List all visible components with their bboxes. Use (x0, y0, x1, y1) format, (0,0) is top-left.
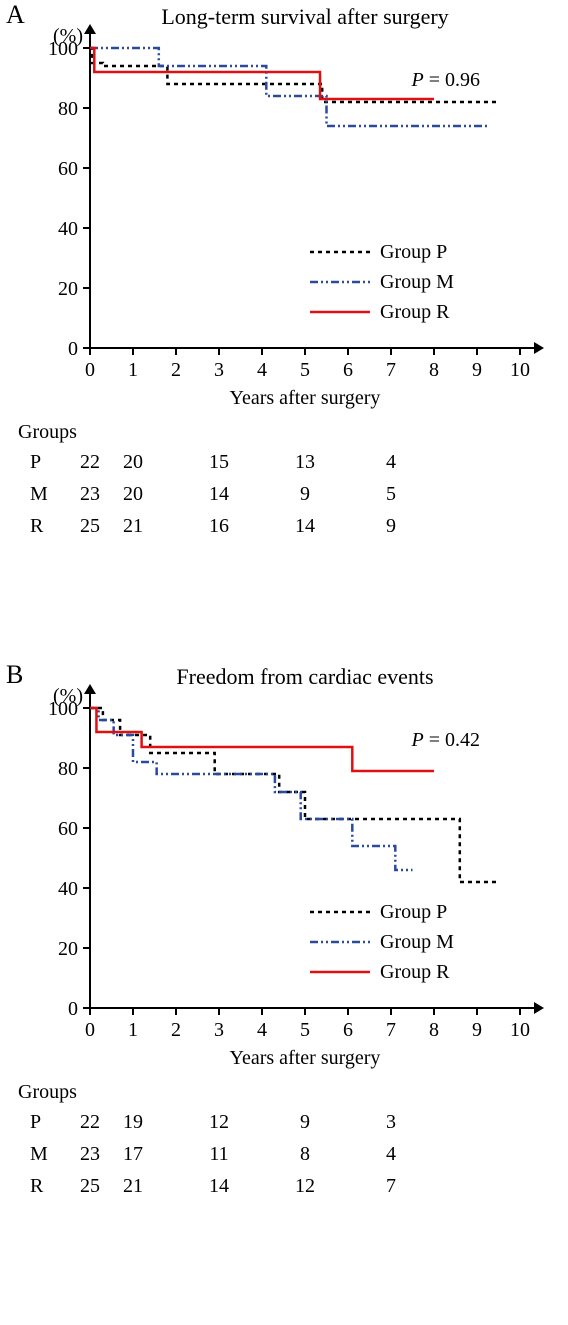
y-tick-label: 80 (58, 98, 78, 120)
risk-row-label: M (30, 1143, 48, 1165)
x-tick-label: 10 (510, 1019, 530, 1041)
x-tick-label: 3 (214, 1019, 224, 1041)
risk-value: 17 (123, 1143, 143, 1165)
x-tick-label: 1 (128, 1019, 138, 1041)
panel-letter-a: A (6, 0, 25, 30)
risk-value: 3 (386, 1111, 396, 1133)
risk-value: 25 (80, 515, 100, 537)
risk-value: 19 (123, 1111, 143, 1133)
legend-label-p: Group P (380, 901, 447, 923)
risk-value: 9 (386, 515, 396, 537)
x-axis-arrow (534, 342, 544, 354)
x-tick-label: 10 (510, 359, 530, 381)
x-tick-label: 9 (472, 1019, 482, 1041)
risk-value: 14 (209, 1175, 229, 1197)
risk-value: 13 (295, 451, 315, 473)
y-tick-label: 0 (68, 998, 78, 1020)
legend-label-r: Group R (380, 961, 450, 983)
risk-row-label: R (30, 1175, 44, 1197)
risk-table-header: Groups (18, 1081, 77, 1103)
y-tick-label: 60 (58, 818, 78, 840)
risk-value: 22 (80, 1111, 100, 1133)
x-tick-label: 0 (85, 359, 95, 381)
risk-value: 9 (300, 483, 310, 505)
x-tick-label: 5 (300, 359, 310, 381)
x-tick-label: 7 (386, 1019, 396, 1041)
risk-value: 4 (386, 451, 396, 473)
x-tick-label: 9 (472, 359, 482, 381)
y-axis-arrow (84, 684, 96, 694)
risk-value: 9 (300, 1111, 310, 1133)
y-axis-arrow (84, 24, 96, 34)
x-tick-label: 7 (386, 359, 396, 381)
risk-value: 16 (209, 515, 229, 537)
risk-value: 22 (80, 451, 100, 473)
panel-a: A Long-term survival after surgery(%)020… (0, 0, 568, 660)
x-tick-label: 2 (171, 359, 181, 381)
y-tick-label: 40 (58, 218, 78, 240)
y-tick-label: 0 (68, 338, 78, 360)
risk-value: 21 (123, 1175, 143, 1197)
chart-title: Freedom from cardiac events (176, 664, 433, 689)
x-tick-label: 6 (343, 359, 353, 381)
p-value: P = 0.96 (411, 69, 481, 91)
y-tick-label: 20 (58, 938, 78, 960)
legend-label-p: Group P (380, 241, 447, 263)
risk-value: 15 (209, 451, 229, 473)
x-axis-label: Years after surgery (230, 387, 381, 409)
legend-label-m: Group M (380, 931, 454, 953)
y-tick-label: 20 (58, 278, 78, 300)
risk-value: 8 (300, 1143, 310, 1165)
risk-row-label: R (30, 515, 44, 537)
risk-value: 4 (386, 1143, 396, 1165)
x-tick-label: 0 (85, 1019, 95, 1041)
risk-value: 11 (209, 1143, 228, 1165)
risk-row-label: M (30, 483, 48, 505)
risk-value: 20 (123, 483, 143, 505)
chart-a: Long-term survival after surgery(%)02040… (0, 0, 568, 660)
x-tick-label: 4 (257, 1019, 267, 1041)
panel-b: B Freedom from cardiac events(%)02040608… (0, 660, 568, 1320)
chart-b: Freedom from cardiac events(%)0204060801… (0, 660, 568, 1320)
risk-value: 23 (80, 483, 100, 505)
y-tick-label: 60 (58, 158, 78, 180)
y-tick-label: 40 (58, 878, 78, 900)
y-tick-label: 100 (48, 698, 78, 720)
risk-value: 20 (123, 451, 143, 473)
x-tick-label: 6 (343, 1019, 353, 1041)
x-axis-label: Years after surgery (230, 1047, 381, 1069)
risk-table-header: Groups (18, 421, 77, 443)
x-tick-label: 2 (171, 1019, 181, 1041)
risk-value: 12 (209, 1111, 229, 1133)
legend-label-r: Group R (380, 301, 450, 323)
x-tick-label: 3 (214, 359, 224, 381)
p-value: P = 0.42 (411, 729, 481, 751)
risk-value: 12 (295, 1175, 315, 1197)
risk-value: 14 (209, 483, 229, 505)
x-tick-label: 5 (300, 1019, 310, 1041)
risk-value: 23 (80, 1143, 100, 1165)
x-tick-label: 4 (257, 359, 267, 381)
risk-value: 5 (386, 483, 396, 505)
risk-row-label: P (30, 1111, 41, 1133)
risk-value: 14 (295, 515, 315, 537)
panel-letter-b: B (6, 660, 23, 690)
y-tick-label: 80 (58, 758, 78, 780)
y-tick-label: 100 (48, 38, 78, 60)
chart-title: Long-term survival after surgery (161, 4, 448, 29)
risk-row-label: P (30, 451, 41, 473)
x-axis-arrow (534, 1002, 544, 1014)
risk-value: 25 (80, 1175, 100, 1197)
legend-label-m: Group M (380, 271, 454, 293)
risk-value: 7 (386, 1175, 396, 1197)
series-line-r (90, 48, 434, 99)
x-tick-label: 1 (128, 359, 138, 381)
risk-value: 21 (123, 515, 143, 537)
x-tick-label: 8 (429, 359, 439, 381)
x-tick-label: 8 (429, 1019, 439, 1041)
